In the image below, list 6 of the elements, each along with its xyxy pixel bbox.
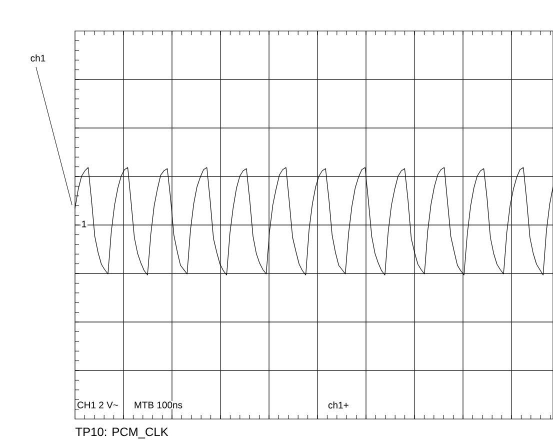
text: TP10: PCM_CLK bbox=[75, 428, 168, 438]
text: MTB 100ns bbox=[134, 402, 182, 408]
annotation: 1 bbox=[82, 220, 86, 228]
text: CH1 2 V~ bbox=[77, 402, 118, 408]
text: ch1 bbox=[30, 54, 46, 62]
text: ch1+ bbox=[328, 402, 348, 408]
